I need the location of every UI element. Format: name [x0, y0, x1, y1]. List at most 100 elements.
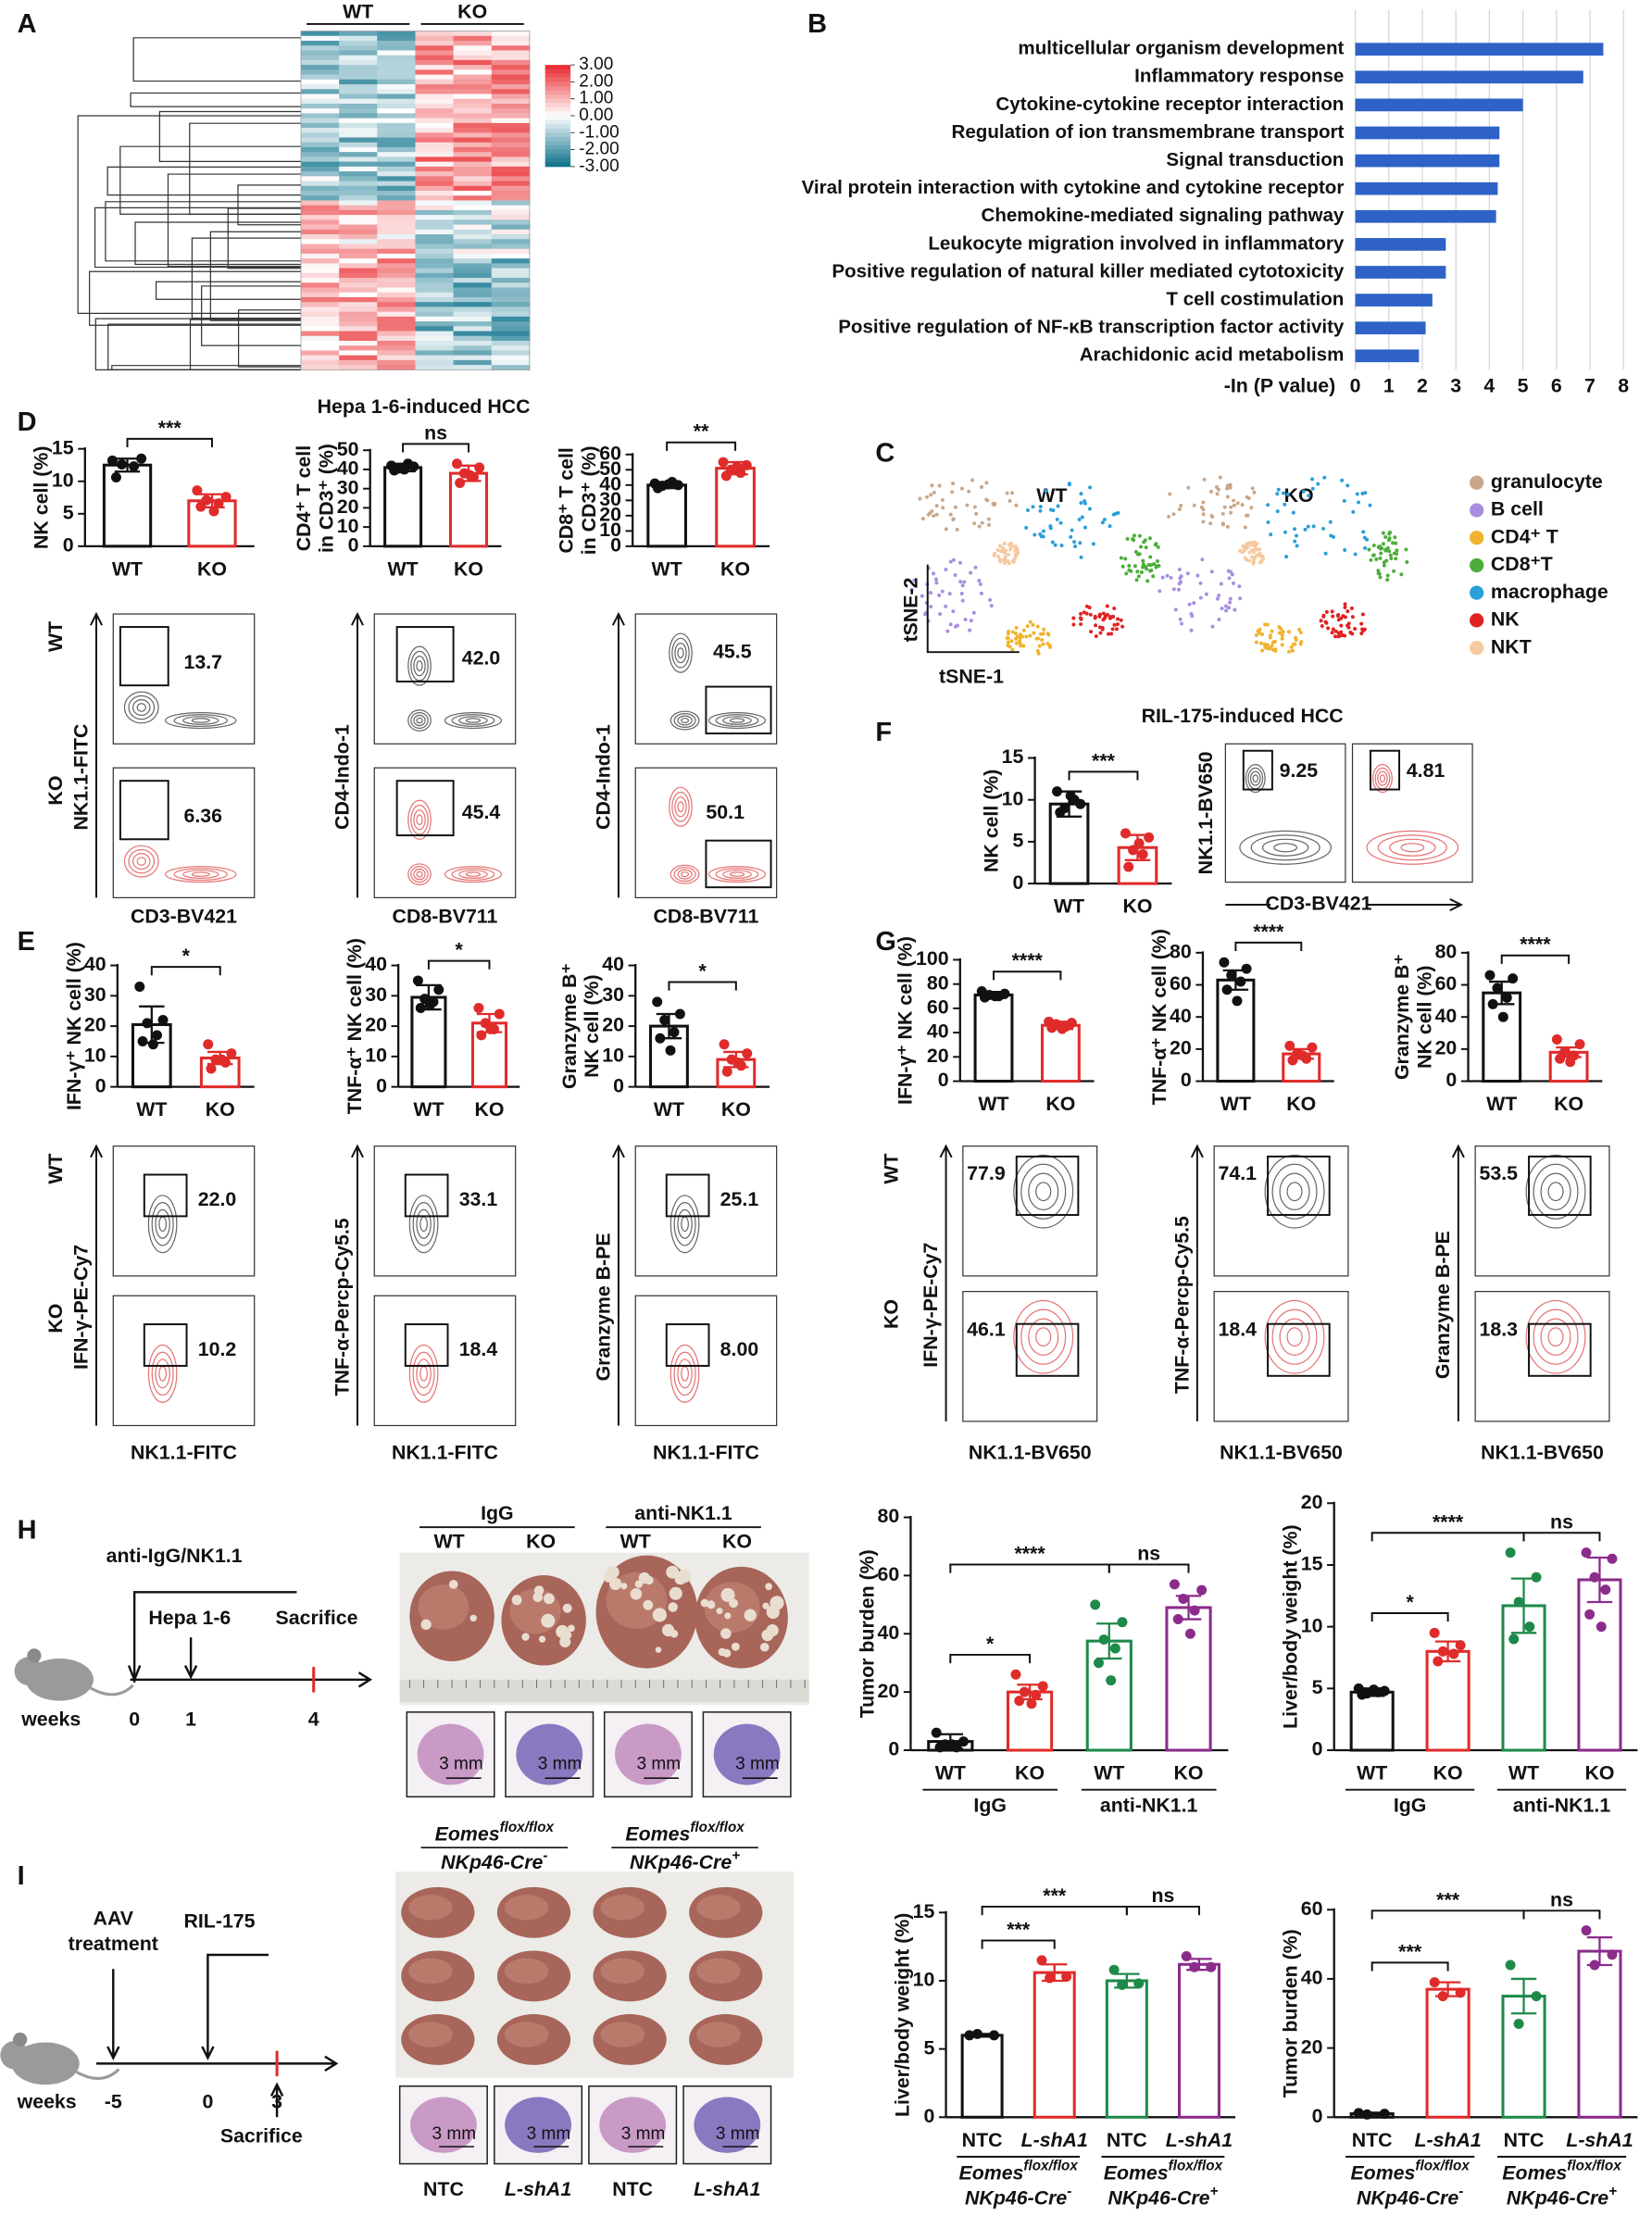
data-point [718, 457, 729, 468]
flow-frame [1474, 1146, 1610, 1277]
data-point [652, 996, 663, 1008]
bar [715, 467, 756, 548]
heatmap-cell [453, 244, 493, 250]
tsne-cell [1050, 540, 1055, 545]
heatmap-cell [300, 253, 340, 259]
heatmap-cell [415, 263, 455, 269]
contour [173, 868, 228, 882]
tsne-cell [1333, 634, 1337, 639]
photo-group-text: NKp46-Cre [441, 1851, 543, 1873]
heatmap-cell [300, 248, 340, 255]
group-label: Eomesflox/flox [1502, 2159, 1621, 2184]
y-axis-label: in CD3⁺ (%) [578, 445, 600, 555]
tsne-cell [1297, 627, 1302, 632]
y-tick-label: 60 [878, 1563, 900, 1585]
heatmap-cell [491, 200, 531, 207]
heatmap-cell [491, 79, 531, 85]
tsne-cell [1388, 553, 1393, 557]
tsne-cell [1218, 475, 1222, 480]
data-point [476, 1030, 487, 1041]
tsne-cell [1168, 492, 1172, 496]
heatmap-cell [377, 108, 416, 114]
tsne-cell [1056, 504, 1060, 508]
heatmap-cell [415, 122, 455, 129]
heatmap-cell [339, 166, 378, 172]
data-point [1297, 1050, 1308, 1061]
flow-y-label: NK1.1-BV650 [1195, 752, 1217, 875]
tsne-cell [1111, 614, 1116, 619]
heatmap-cell [415, 65, 455, 70]
category-label: KO [720, 557, 750, 580]
gate-value: 22.0 [198, 1188, 237, 1210]
data-point [1189, 1605, 1200, 1616]
data-point [1581, 1547, 1592, 1559]
dendrogram [189, 319, 301, 370]
gate [143, 1173, 188, 1218]
tsne-cell [1109, 632, 1114, 636]
data-point [142, 1018, 153, 1029]
tsne-cell [1084, 604, 1089, 608]
heatmap-cell [300, 268, 340, 274]
category-label: KO [454, 557, 483, 580]
tsne-cell [1285, 492, 1290, 496]
group-label-sup: + [1608, 2184, 1617, 2199]
gate-value: 53.5 [1479, 1162, 1518, 1184]
tsne-cell [1046, 632, 1051, 637]
heatmap-cell [415, 331, 455, 337]
x-axis-label: -In (P value) [1224, 374, 1336, 396]
tsne-cell [1178, 617, 1183, 621]
tsne-cell [1225, 524, 1230, 529]
tsne-cell [1014, 545, 1019, 549]
gate [1267, 1155, 1331, 1216]
heatmap-cell [415, 181, 455, 187]
heatmap-cell [415, 272, 455, 279]
tsne-cell [1100, 520, 1105, 525]
heatmap-cell [415, 359, 455, 366]
category-label: WT [1054, 895, 1084, 918]
tsne-cell [1112, 622, 1117, 627]
heatmap-cell [491, 118, 531, 124]
heatmap-cell [491, 229, 531, 235]
tsne-cell [951, 482, 956, 486]
y-axis-label: Liver/body weight (%) [1280, 1524, 1302, 1728]
contour [155, 1358, 170, 1389]
bar [1355, 70, 1583, 84]
heatmap-cell [300, 345, 340, 351]
tsne-cell [1083, 525, 1087, 530]
significance-label: * [1406, 1591, 1414, 1613]
heatmap-cell [453, 287, 493, 294]
scale-label: 3 mm [735, 1755, 780, 1774]
heatmap-cell [377, 253, 416, 259]
aav-arrow [106, 1969, 120, 2061]
data-point [1607, 1949, 1618, 1960]
tsne-cell [1114, 627, 1119, 632]
gate-value: 13.7 [183, 651, 222, 673]
gate [705, 685, 772, 735]
tsne-cell [1136, 574, 1141, 579]
colorbar-step [544, 111, 571, 117]
tsne-cell [997, 544, 1002, 548]
data-point [1106, 1675, 1117, 1686]
heatmap-cell [339, 161, 378, 168]
significance-label: * [698, 960, 707, 983]
contour [416, 717, 423, 724]
tsne-cell [1283, 502, 1287, 507]
tsne-cell [1389, 556, 1394, 560]
heatmap-cell [377, 45, 416, 51]
nodule [643, 1599, 654, 1610]
tsne-cell [1079, 555, 1083, 559]
heatmap-cell [300, 185, 340, 192]
data-point [399, 464, 410, 475]
category-label: KO [197, 557, 227, 580]
heatmap-cell [415, 292, 455, 298]
tsne-cell [1035, 648, 1040, 653]
tsne-cell [1209, 489, 1214, 494]
tsne-cell [1223, 604, 1228, 608]
tsne-cell [1371, 544, 1376, 547]
tsne-cell [1180, 621, 1183, 626]
y-tick-label: 40 [927, 1020, 949, 1043]
heatmap-cell [377, 302, 416, 307]
tsne-cell [1094, 634, 1098, 639]
heatmap-cell [415, 307, 455, 313]
contour [416, 1358, 432, 1389]
